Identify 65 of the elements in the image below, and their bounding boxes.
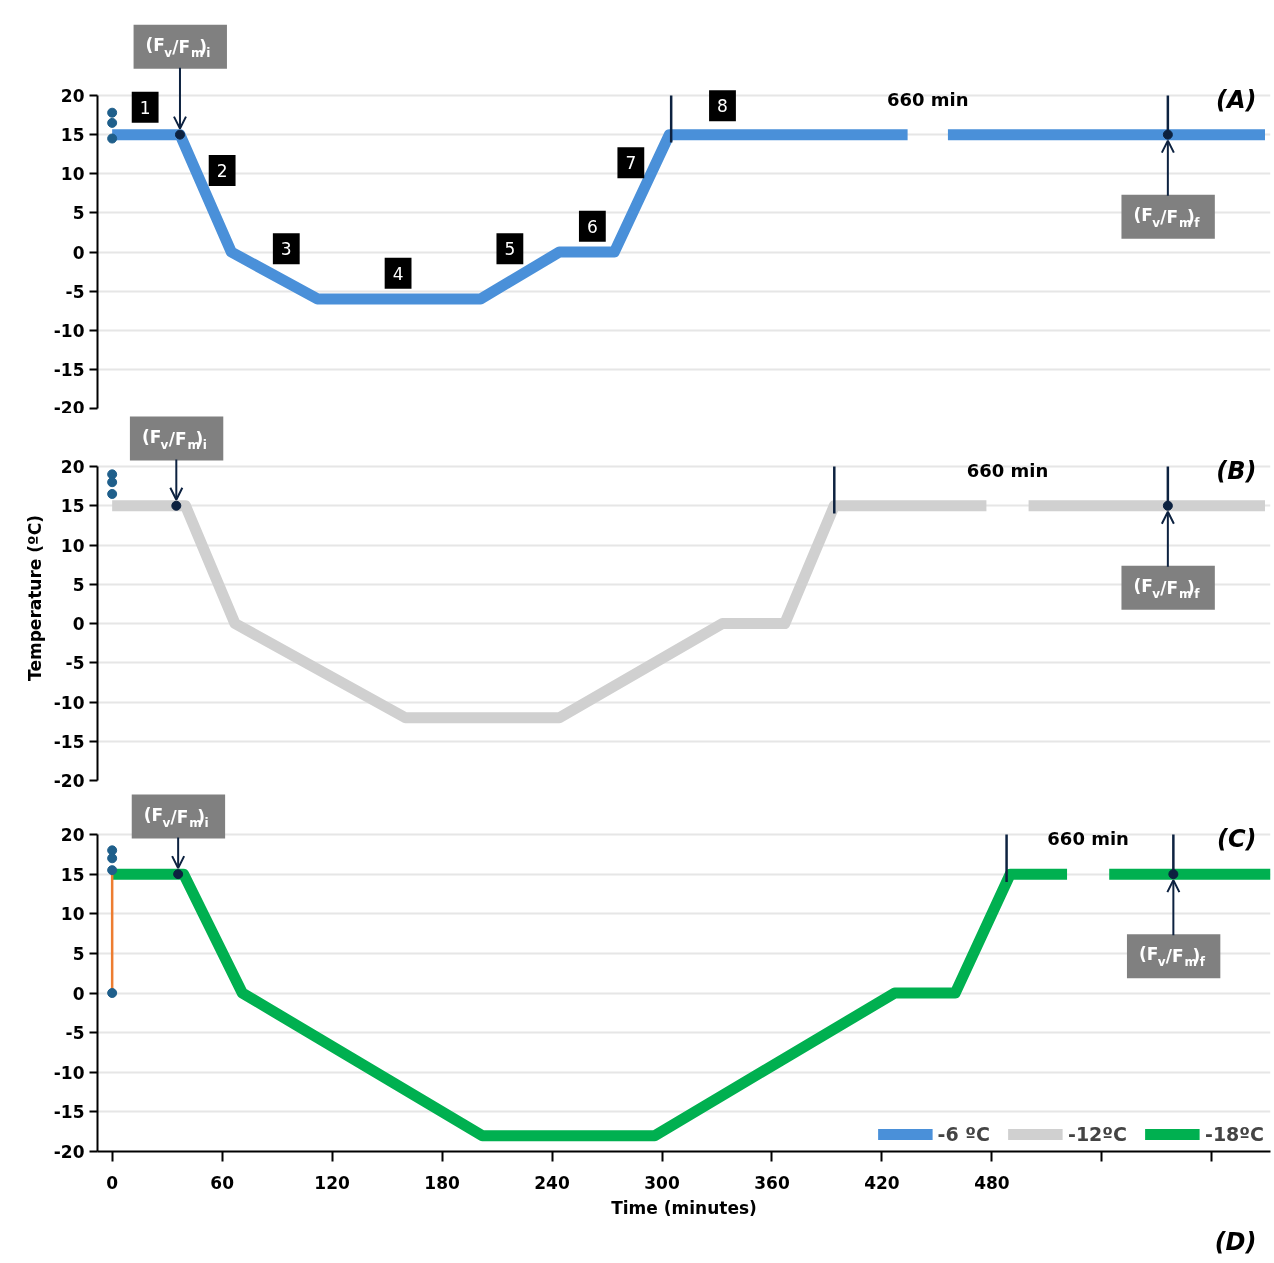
x-tick-label: 120: [314, 1172, 351, 1193]
y-tick-label: 5: [72, 574, 85, 595]
x-tick-label: 300: [644, 1172, 680, 1193]
x-tick-label: 60: [210, 1172, 235, 1193]
y-tick-label: 0: [72, 242, 85, 263]
point: [174, 129, 185, 140]
y-tick-label: -20: [53, 1142, 85, 1162]
annotation: 660 min: [1047, 828, 1129, 849]
annotation: 7: [625, 153, 637, 174]
annotation: (A): [1215, 85, 1257, 114]
annotation: 660 min: [886, 89, 969, 110]
annotation: 4: [392, 263, 404, 284]
point: [107, 117, 118, 128]
x-tick-label: 0: [106, 1172, 119, 1193]
y-tick-label: 20: [60, 86, 85, 106]
x-tick-label: 360: [754, 1172, 790, 1193]
y-tick-label: 5: [72, 943, 85, 964]
y-tick-label: 10: [60, 535, 85, 556]
point: [1162, 129, 1173, 140]
annotation: 8: [717, 96, 728, 117]
annotation: 3: [280, 239, 292, 260]
y-tick-label: 5: [72, 203, 85, 224]
annotation: 660 min: [966, 460, 1049, 481]
legend-label: -18ºC: [1205, 1123, 1264, 1145]
point: [107, 865, 118, 876]
x-tick-label: 180: [424, 1172, 460, 1193]
y-tick-label: -15: [53, 359, 85, 380]
y-tick-label: 20: [60, 825, 85, 845]
y-tick-label: 10: [60, 164, 85, 185]
x-axis-title: Time (minutes): [611, 1197, 757, 1218]
y-tick-label: -5: [65, 653, 85, 674]
annotation: 1: [139, 97, 151, 118]
y-tick-label: -20: [53, 397, 85, 418]
annotation: 5: [504, 239, 516, 260]
y-tick-label: -5: [65, 1023, 85, 1044]
annotation: (C): [1216, 824, 1257, 853]
point: [107, 853, 118, 864]
y-tick-label: -15: [53, 731, 85, 752]
text: (D): [1214, 1227, 1257, 1256]
x-tick-label: 480: [974, 1172, 1010, 1193]
x-tick-label: 420: [864, 1172, 900, 1193]
y-tick-label: -20: [53, 771, 85, 791]
annotation: 2: [216, 161, 228, 182]
point: [107, 988, 118, 998]
point: [107, 107, 118, 118]
y-tick-label: -10: [53, 1062, 85, 1083]
y-tick-label: 15: [60, 496, 85, 517]
x-tick-label: 240: [534, 1172, 570, 1193]
y-tick-label: -10: [53, 320, 85, 341]
y-tick-label: 0: [72, 983, 85, 1004]
y-tick-label: 15: [60, 125, 85, 146]
y-tick-label: 15: [60, 864, 85, 885]
point: [173, 869, 184, 880]
legend-label: -6 ºC: [937, 1123, 990, 1145]
y-tick-label: 10: [60, 904, 85, 925]
legend-label: -12ºC: [1068, 1123, 1127, 1145]
y-tick-label: -15: [53, 1102, 85, 1123]
annotation: 6: [586, 216, 598, 237]
annotation: (B): [1216, 456, 1257, 485]
y-tick-label: -10: [53, 692, 85, 713]
y-tick-label: 20: [60, 457, 85, 477]
y-tick-label: 0: [72, 614, 85, 634]
point: [107, 133, 118, 144]
y-axis-title: Temperature (ºC): [24, 515, 45, 681]
y-tick-label: -5: [65, 281, 85, 302]
